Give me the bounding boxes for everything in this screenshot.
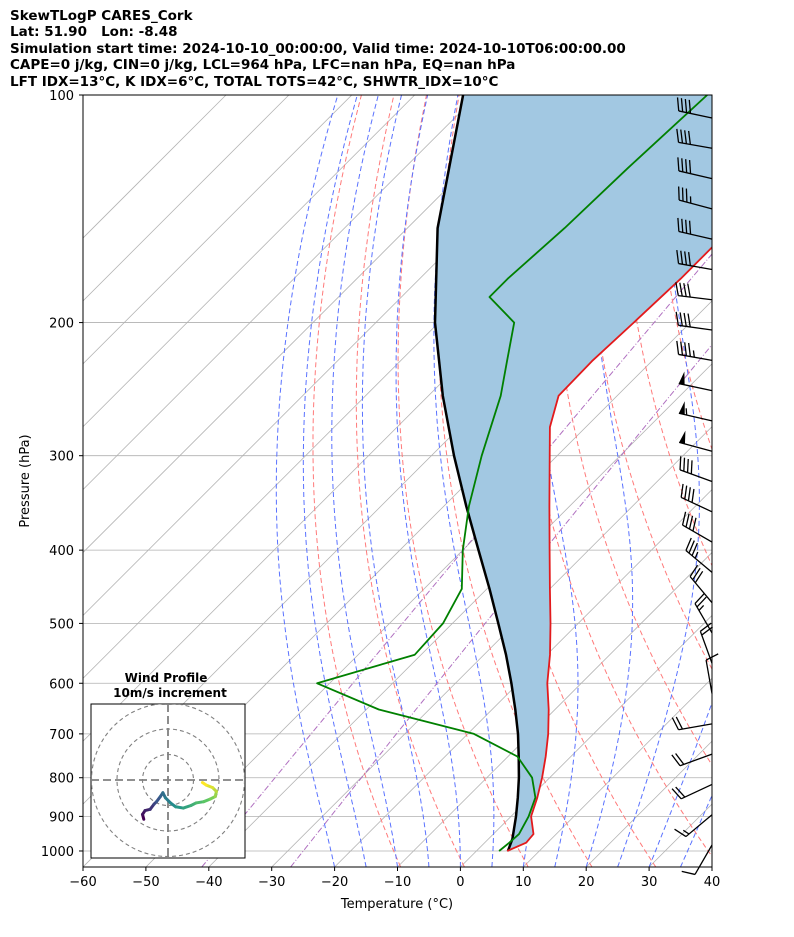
moist-adiabat	[617, 95, 700, 867]
moist-adiabat	[680, 794, 712, 867]
dry-adiabat	[476, 95, 657, 867]
moist-adiabat	[302, 95, 367, 867]
wind-barb	[678, 401, 713, 422]
isotherm-line	[271, 426, 712, 867]
wind-barb	[677, 217, 713, 240]
y-tick-label: 800	[49, 772, 74, 787]
wind-barb	[676, 340, 713, 361]
inset-title: Wind Profile	[125, 671, 208, 685]
isotherm-line	[460, 614, 712, 867]
y-tick-label: 900	[49, 810, 74, 825]
dewpoint-line	[316, 95, 708, 852]
y-tick-label: 400	[49, 544, 74, 559]
y-tick-label: 200	[49, 317, 74, 332]
isotherm-line	[523, 677, 712, 867]
x-tick-label: −10	[384, 875, 411, 890]
x-tick-label: −30	[258, 875, 285, 890]
temperature-line	[506, 246, 712, 852]
wind-barb	[678, 371, 713, 392]
cape-shading	[435, 95, 712, 851]
x-tick-label: −40	[195, 875, 222, 890]
wind-profile-inset: Wind Profile 10m/s increment	[90, 671, 246, 859]
dry-adiabat	[355, 95, 465, 867]
y-axis-label: Pressure (hPa)	[18, 434, 33, 527]
wind-barb	[689, 564, 713, 604]
y-tick-label: 700	[49, 728, 74, 743]
x-tick-label: −50	[132, 875, 159, 890]
index-line: LFT IDX=13°C, K IDX=6°C, TOTAL TOTS=42°C…	[10, 73, 499, 90]
stability-line: CAPE=0 j/kg, CIN=0 j/kg, LCL=964 hPa, LF…	[10, 57, 516, 74]
x-tick-label: 40	[704, 875, 721, 890]
wind-barb	[677, 157, 713, 180]
wind-barb	[675, 282, 713, 301]
wind-barb	[676, 128, 713, 149]
isotherm-line	[83, 95, 478, 491]
isotherm-line	[83, 95, 541, 554]
x-tick-label: −60	[69, 875, 96, 890]
moist-adiabat	[433, 95, 495, 867]
wind-barb	[674, 814, 713, 838]
wind-barbs	[671, 97, 719, 876]
chart-title: SkewTLogP CARES_Cork	[10, 8, 193, 24]
y-tick-label: 500	[49, 617, 74, 632]
isotherm-line	[83, 95, 415, 428]
x-tick-label: 10	[515, 875, 532, 890]
profile-lines	[316, 95, 712, 852]
moist-adiabat	[275, 95, 339, 867]
wind-barb	[685, 537, 713, 573]
dry-adiabat	[312, 95, 402, 867]
moist-adiabat	[585, 95, 634, 867]
x-axis-label: Temperature (°C)	[340, 897, 453, 912]
wind-barb	[671, 753, 713, 767]
wind-barb	[671, 716, 713, 731]
inset-subtitle: 10m/s increment	[113, 686, 227, 700]
wind-barb	[681, 844, 713, 876]
moist-adiabat	[361, 95, 430, 867]
dry-adiabat	[551, 95, 712, 766]
dry-adiabat	[586, 95, 712, 671]
wind-barb	[679, 456, 713, 483]
y-tick-label: 600	[49, 677, 74, 692]
wind-barb	[671, 783, 713, 800]
isotherm-line	[83, 95, 227, 239]
y-tick-label: 300	[49, 450, 74, 465]
isotherm-line	[334, 489, 712, 867]
parcel-line	[433, 95, 521, 852]
cape-area	[435, 95, 712, 851]
wind-barb	[681, 511, 713, 543]
isotherm-line	[711, 866, 712, 867]
location-line: Lat: 51.90 Lon: -8.48	[10, 24, 178, 41]
wind-barb	[694, 593, 713, 634]
x-tick-label: 30	[641, 875, 658, 890]
chart-header: SkewTLogP CARES_Cork Lat: 51.90 Lon: -8.…	[10, 8, 626, 90]
hodograph-segment	[200, 781, 208, 787]
wind-barb	[680, 483, 713, 513]
y-tick-label: 100	[49, 89, 74, 104]
wind-barb	[678, 430, 713, 452]
mixing-ratio-line	[290, 343, 712, 867]
time-line: Simulation start time: 2024-10-10_00:00:…	[10, 40, 626, 57]
dry-adiabat	[620, 95, 712, 567]
moist-adiabat	[331, 95, 398, 867]
dry-adiabat	[397, 95, 529, 867]
wind-barb	[705, 653, 719, 694]
background-lines	[83, 95, 712, 867]
wind-barb	[676, 249, 713, 271]
dry-adiabat	[437, 95, 593, 867]
wind-barb	[678, 186, 713, 210]
moist-adiabat	[648, 701, 712, 867]
wind-barb	[675, 311, 713, 331]
moist-adiabat	[395, 95, 461, 867]
isotherm-line	[83, 95, 290, 302]
wind-barb	[676, 97, 713, 119]
x-tick-label: −20	[321, 875, 348, 890]
y-tick-label: 1000	[41, 845, 74, 860]
isotherm-line	[83, 95, 353, 365]
x-tick-label: 0	[456, 875, 464, 890]
dry-adiabat	[514, 95, 712, 858]
axes: −60 −50 −40 −30 −20 −10 0 10 20 30 40 100 200 300 400 5…	[41, 89, 720, 890]
x-tick-label: 20	[578, 875, 595, 890]
